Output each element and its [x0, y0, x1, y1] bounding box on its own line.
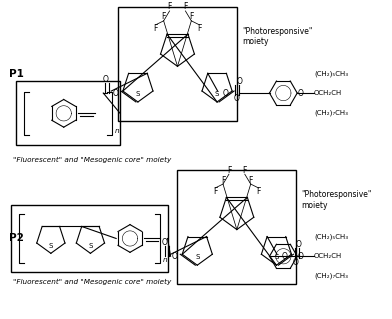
Text: F: F — [213, 188, 217, 197]
Text: (CH₂)₅CH₃: (CH₂)₅CH₃ — [314, 70, 348, 77]
Text: F: F — [162, 12, 166, 21]
Text: P1: P1 — [9, 69, 24, 79]
Bar — [11, 205, 168, 272]
Text: F: F — [256, 188, 261, 197]
Text: F: F — [183, 3, 188, 11]
Bar — [16, 81, 120, 145]
Text: S: S — [215, 91, 219, 97]
Text: F: F — [189, 12, 194, 21]
Text: (CH₂)₅CH₃: (CH₂)₅CH₃ — [314, 233, 348, 240]
Text: F: F — [197, 24, 201, 33]
Text: O: O — [236, 77, 242, 86]
Text: O: O — [297, 89, 303, 98]
Text: S: S — [49, 243, 53, 249]
Text: S: S — [195, 254, 200, 260]
Text: "Photoresponsive"
moiety: "Photoresponsive" moiety — [301, 190, 372, 210]
Text: P2: P2 — [9, 233, 24, 242]
Text: OCH₂CH: OCH₂CH — [314, 253, 342, 259]
Text: S: S — [88, 243, 93, 249]
Text: O: O — [172, 252, 178, 261]
Text: n: n — [163, 257, 167, 263]
Text: F: F — [243, 166, 247, 175]
Text: F: F — [221, 175, 225, 185]
Text: F: F — [227, 166, 231, 175]
Text: F: F — [167, 3, 172, 11]
Text: O: O — [296, 240, 302, 249]
Text: "Fluorescent" and "Mesogenic core" moiety: "Fluorescent" and "Mesogenic core" moiet… — [13, 157, 172, 163]
Text: F: F — [249, 175, 253, 185]
Text: (CH₂)₇CH₃: (CH₂)₇CH₃ — [314, 110, 348, 116]
Bar — [118, 7, 237, 121]
Text: F: F — [154, 24, 158, 33]
Text: "Fluorescent" and "Mesogenic core" moiety: "Fluorescent" and "Mesogenic core" moiet… — [13, 279, 172, 285]
Text: S: S — [274, 254, 279, 260]
Text: n: n — [115, 128, 120, 134]
Text: "Photoresponsive"
moiety: "Photoresponsive" moiety — [242, 27, 312, 46]
Text: O: O — [282, 252, 288, 261]
Text: O: O — [293, 258, 299, 267]
Text: S: S — [136, 91, 140, 97]
Text: O: O — [112, 89, 118, 98]
Bar — [178, 170, 296, 284]
Text: O: O — [234, 94, 240, 103]
Text: O: O — [102, 75, 108, 84]
Text: (CH₂)₇CH₃: (CH₂)₇CH₃ — [314, 273, 348, 279]
Text: O: O — [223, 89, 229, 98]
Text: O: O — [162, 238, 167, 247]
Text: O: O — [297, 252, 303, 261]
Text: OCH₂CH: OCH₂CH — [314, 90, 342, 96]
